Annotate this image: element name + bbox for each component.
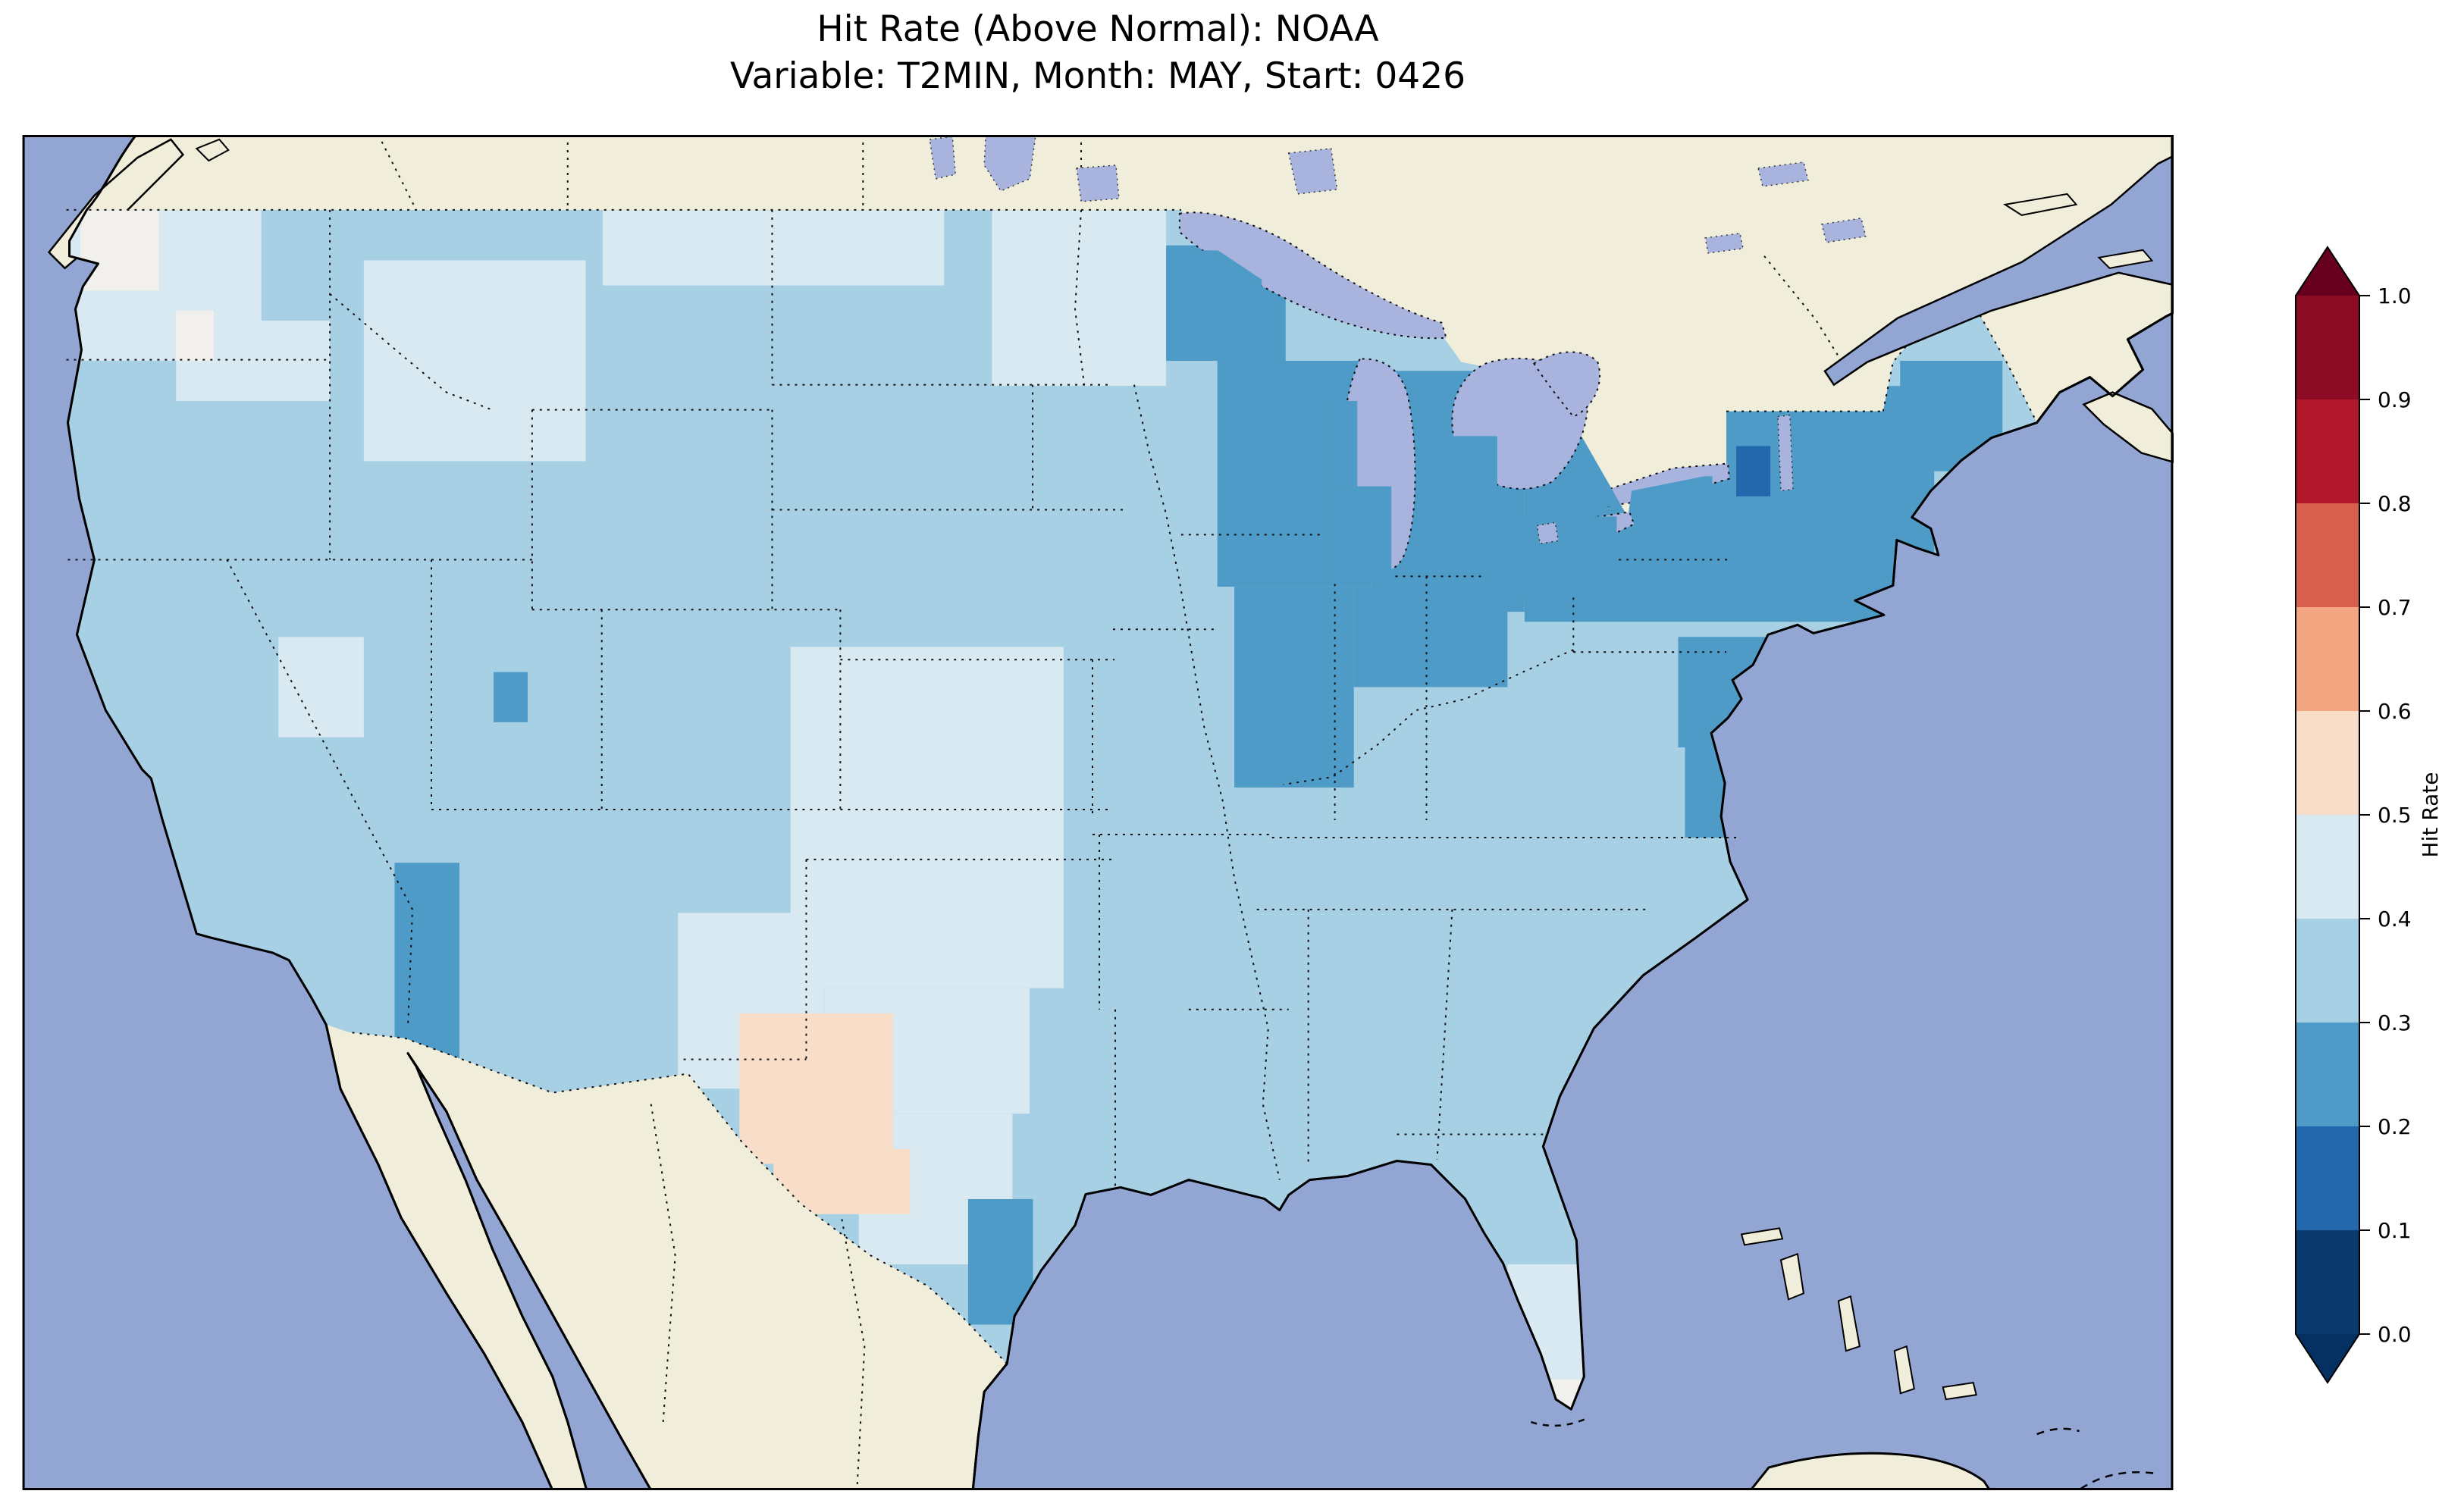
colorbar-extend-low — [2296, 1334, 2359, 1383]
colorbar-bin — [2296, 607, 2359, 711]
colorbar-tick-label: 0.8 — [2378, 491, 2412, 516]
colorbar-bin — [2296, 1230, 2359, 1334]
heatmap-region-central-plains-pale — [791, 647, 1064, 988]
lake-st-clair — [1537, 522, 1558, 543]
heatmap-region-northern-rockies-pale — [364, 261, 586, 462]
map-panel — [22, 135, 2174, 1490]
colorbar-panel: 1.0 0.9 0.8 0.7 0.6 0.5 0.4 0.3 0.2 0.1 0.0 Hit Rat… — [2259, 227, 2464, 1410]
colorbar-bin — [2296, 1126, 2359, 1230]
colorbar-tick-label: 0.3 — [2378, 1010, 2412, 1035]
heatmap-over-lake-cells — [1436, 436, 1497, 511]
colorbar-extend-high — [2296, 247, 2359, 296]
heatmap-region-upper-midwest-northeast-dark — [1234, 587, 1354, 788]
colorbar-tick-label: 0.4 — [2378, 907, 2412, 932]
colorbar-bin — [2296, 1023, 2359, 1126]
figure-title: Hit Rate (Above Normal): NOAA Variable: … — [22, 6, 2174, 100]
colorbar-bin — [2296, 296, 2359, 399]
heatmap-region-central-utah-cell-dark — [494, 672, 528, 722]
colorbar-tick-label: 0.2 — [2378, 1114, 2412, 1139]
heatmap-region-upper-midwest-northeast-dark — [1354, 587, 1508, 687]
heatmap-region-adirondacks-darkest-cell — [1736, 446, 1770, 496]
heatmap-region-northwest-washington-white-cells — [80, 210, 159, 290]
colorbar: 1.0 0.9 0.8 0.7 0.6 0.5 0.4 0.3 0.2 0.1 0.0 Hit Rat… — [2259, 227, 2464, 1410]
colorbar-tick-label: 0.6 — [2378, 699, 2412, 724]
heatmap-region-northern-plains-top-pale — [603, 210, 944, 285]
colorbar-tick-label: 0.1 — [2378, 1218, 2412, 1243]
colorbar-tick-label: 1.0 — [2378, 283, 2412, 309]
heatmap-region-minnesota-pale — [992, 210, 1166, 386]
heatmap-over-lake-cells — [1323, 487, 1391, 582]
colorbar-tick-label: 0.5 — [2378, 803, 2412, 828]
figure-canvas: { "title": { "line1": "Hit Rate (Above N… — [0, 0, 2464, 1494]
colorbar-tick-label: 0.0 — [2378, 1322, 2412, 1347]
colorbar-tick-label: 0.7 — [2378, 595, 2412, 620]
colorbar-tick-label: 0.9 — [2378, 387, 2412, 412]
heatmap-over-lake-cells — [1323, 401, 1357, 487]
colorbar-bin — [2296, 399, 2359, 503]
colorbar-bin — [2296, 503, 2359, 607]
chart-title-line1: Hit Rate (Above Normal): NOAA — [22, 6, 2174, 53]
colorbar-axis-label: Hit Rate — [2418, 772, 2443, 858]
heatmap-region-northwest-washington-white-cells — [176, 311, 214, 361]
lake-of-the-woods — [1077, 165, 1119, 202]
heatmap-region-central-nevada-pale — [278, 637, 364, 737]
chart-title-line2: Variable: T2MIN, Month: MAY, Start: 0426 — [22, 53, 2174, 100]
colorbar-bin — [2296, 919, 2359, 1023]
colorbar-bin — [2296, 815, 2359, 919]
heatmap-region-west-texas-warm — [739, 1013, 893, 1164]
colorbar-bin — [2296, 711, 2359, 815]
us-hit-rate-map — [22, 135, 2174, 1490]
